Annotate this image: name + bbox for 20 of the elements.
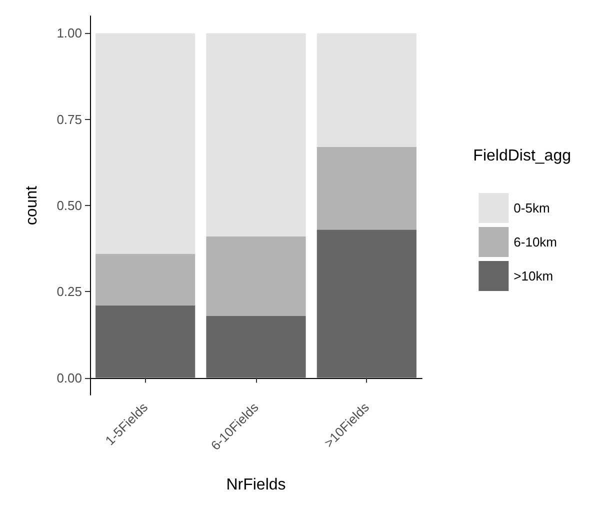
y-tick-label: 0.25 — [56, 284, 82, 300]
legend-title: FieldDist_agg — [473, 148, 571, 164]
legend-label: 6-10km — [514, 234, 558, 250]
bar — [96, 33, 196, 254]
y-tick-label: 1.00 — [56, 26, 82, 41]
bar — [206, 316, 306, 378]
legend-label: >10km — [514, 268, 554, 284]
bar — [316, 146, 416, 230]
bar — [316, 33, 416, 147]
bar — [96, 254, 196, 306]
bar — [316, 230, 416, 378]
x-axis-title: NrFields — [226, 476, 286, 494]
bar — [96, 305, 196, 378]
bar — [206, 236, 306, 316]
y-tick-label: 0.75 — [56, 112, 82, 127]
bar — [206, 33, 306, 237]
y-axis-title: count — [24, 185, 40, 226]
y-tick-label: 0.00 — [56, 370, 82, 386]
y-tick-label: 0.50 — [56, 198, 82, 213]
legend-label: 0-5km — [514, 200, 550, 216]
